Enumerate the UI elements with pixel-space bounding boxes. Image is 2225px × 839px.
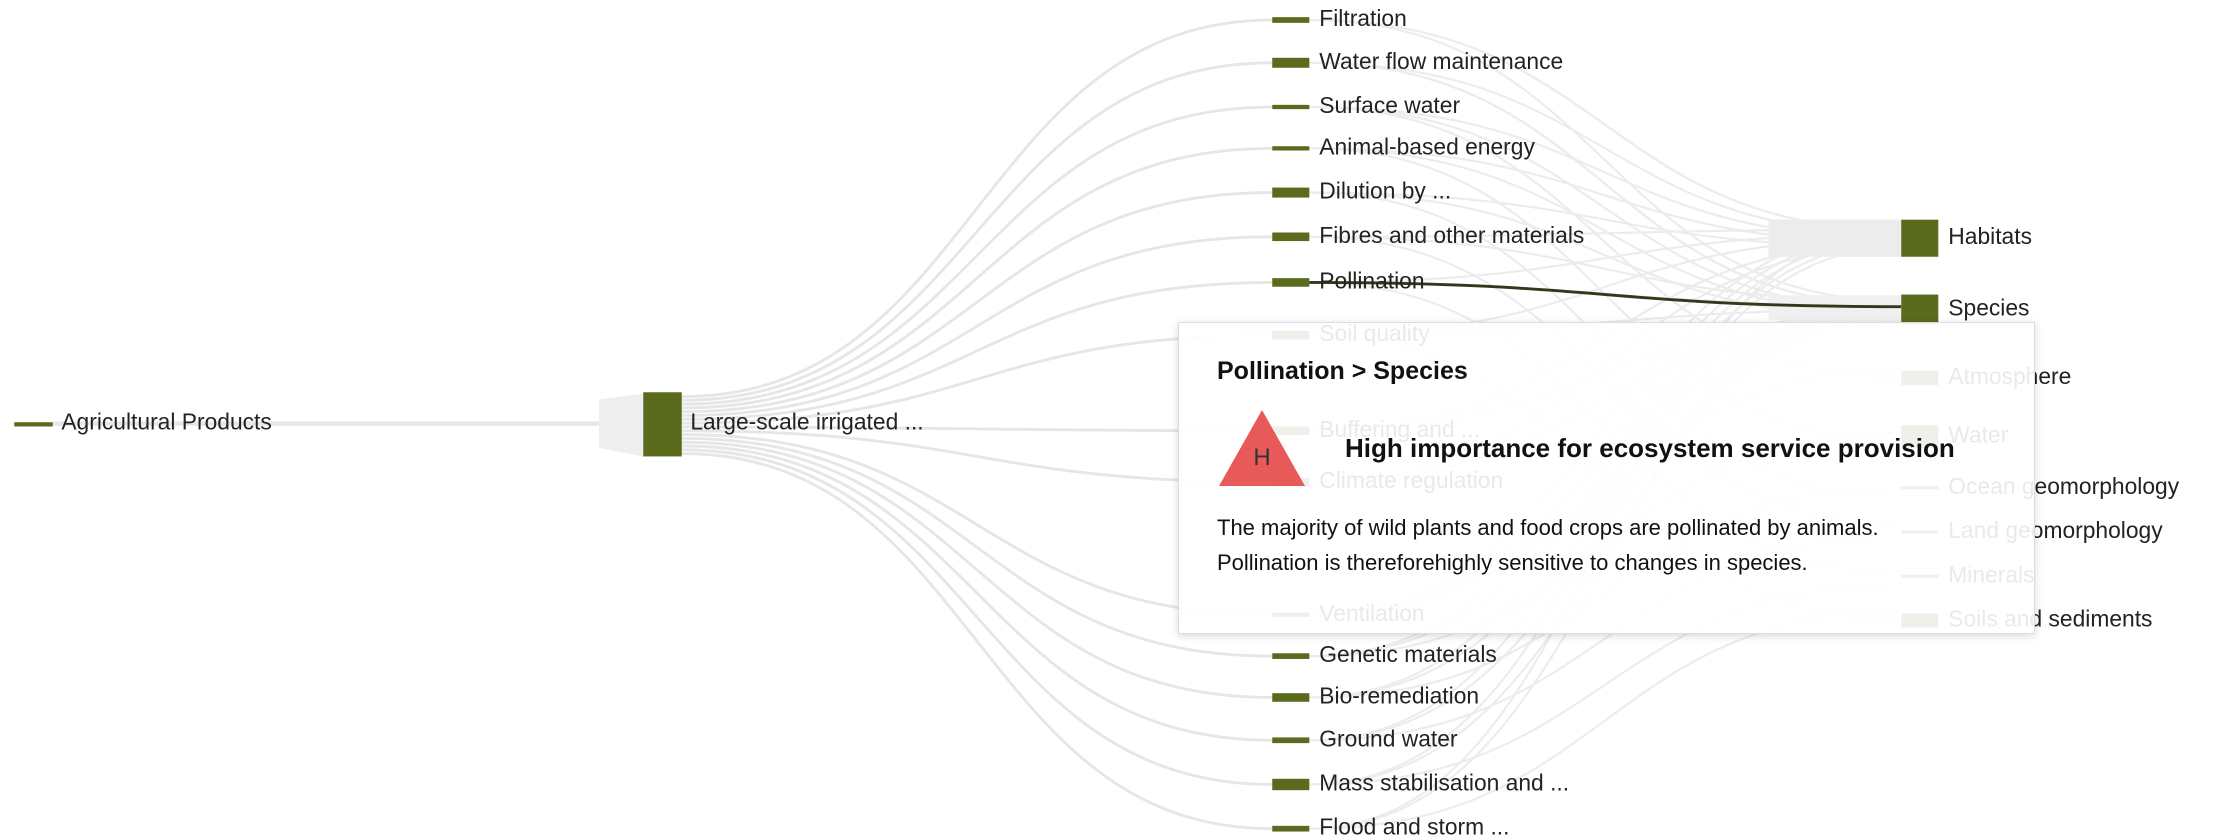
node-bar [1272,104,1310,110]
link [681,333,1273,425]
tooltip-text: The majority of wild plants and food cro… [1217,515,1879,540]
node-label: Pollination [1319,267,1424,293]
node-bar [1272,278,1310,287]
node-label: Ground water [1319,725,1458,751]
link [1309,18,1902,231]
node-label: Dilution by ... [1319,178,1451,204]
importance-icon: H [1217,408,1307,488]
triangle [1219,410,1305,486]
node-label: Mass stabilisation and ... [1319,770,1569,796]
node-bar [1272,825,1310,832]
node-label: Fibres and other materials [1319,222,1584,248]
node-bar [1272,737,1310,744]
link-highlight [1309,281,1902,309]
link [681,444,1273,742]
link [1309,105,1902,240]
node-bar [1272,146,1310,151]
node-label: Genetic materials [1319,641,1497,667]
tooltip-row: H High importance for ecosystem service … [1217,408,1996,488]
link [681,18,1273,398]
link [681,235,1273,417]
node-label: Species [1948,295,2029,321]
node-label: Large-scale irrigated ... [690,409,923,435]
tooltip: Pollination > Species H High importance … [1178,322,2035,634]
node-bar [1901,219,1939,257]
node-label: Water flow maintenance [1319,48,1563,74]
node-bar [1272,693,1310,702]
link-band [1768,219,1902,257]
tooltip-heading: High importance for ecosystem service pr… [1345,432,1955,463]
link [681,448,1273,786]
link [1309,18,1902,303]
icon-letter: H [1253,444,1271,471]
node-label: Animal-based energy [1319,133,1535,159]
link [681,281,1273,421]
link [681,436,1273,658]
node-bar [1272,653,1310,659]
node-label: Habitats [1948,223,2032,249]
tooltip-text: Pollination is thereforehighly sensitive… [1217,550,1808,575]
node-bar [643,392,682,457]
node-bar [1272,17,1310,23]
node-bar [1272,778,1310,791]
node-label: Bio-remediation [1319,683,1479,709]
link [599,393,644,457]
link [1309,61,1902,307]
link [681,452,1273,831]
link [681,191,1273,414]
node-label: Flood and storm ... [1319,814,1509,839]
link [681,146,1273,410]
link [681,425,1273,433]
node-bar [1272,232,1310,242]
link [681,105,1273,406]
link-band [1768,295,1902,326]
link [681,61,1273,402]
node-bar [1901,294,1939,325]
tooltip-title: Pollination > Species [1217,357,1468,385]
node-label: Surface water [1319,92,1460,118]
link [681,433,1273,617]
node-bar [14,422,53,427]
node-label: Agricultural Products [61,409,271,435]
link [681,440,1273,699]
node-label: Filtration [1319,5,1406,31]
node-bar [1272,187,1310,198]
node-bar [1272,57,1310,68]
link [681,429,1273,484]
